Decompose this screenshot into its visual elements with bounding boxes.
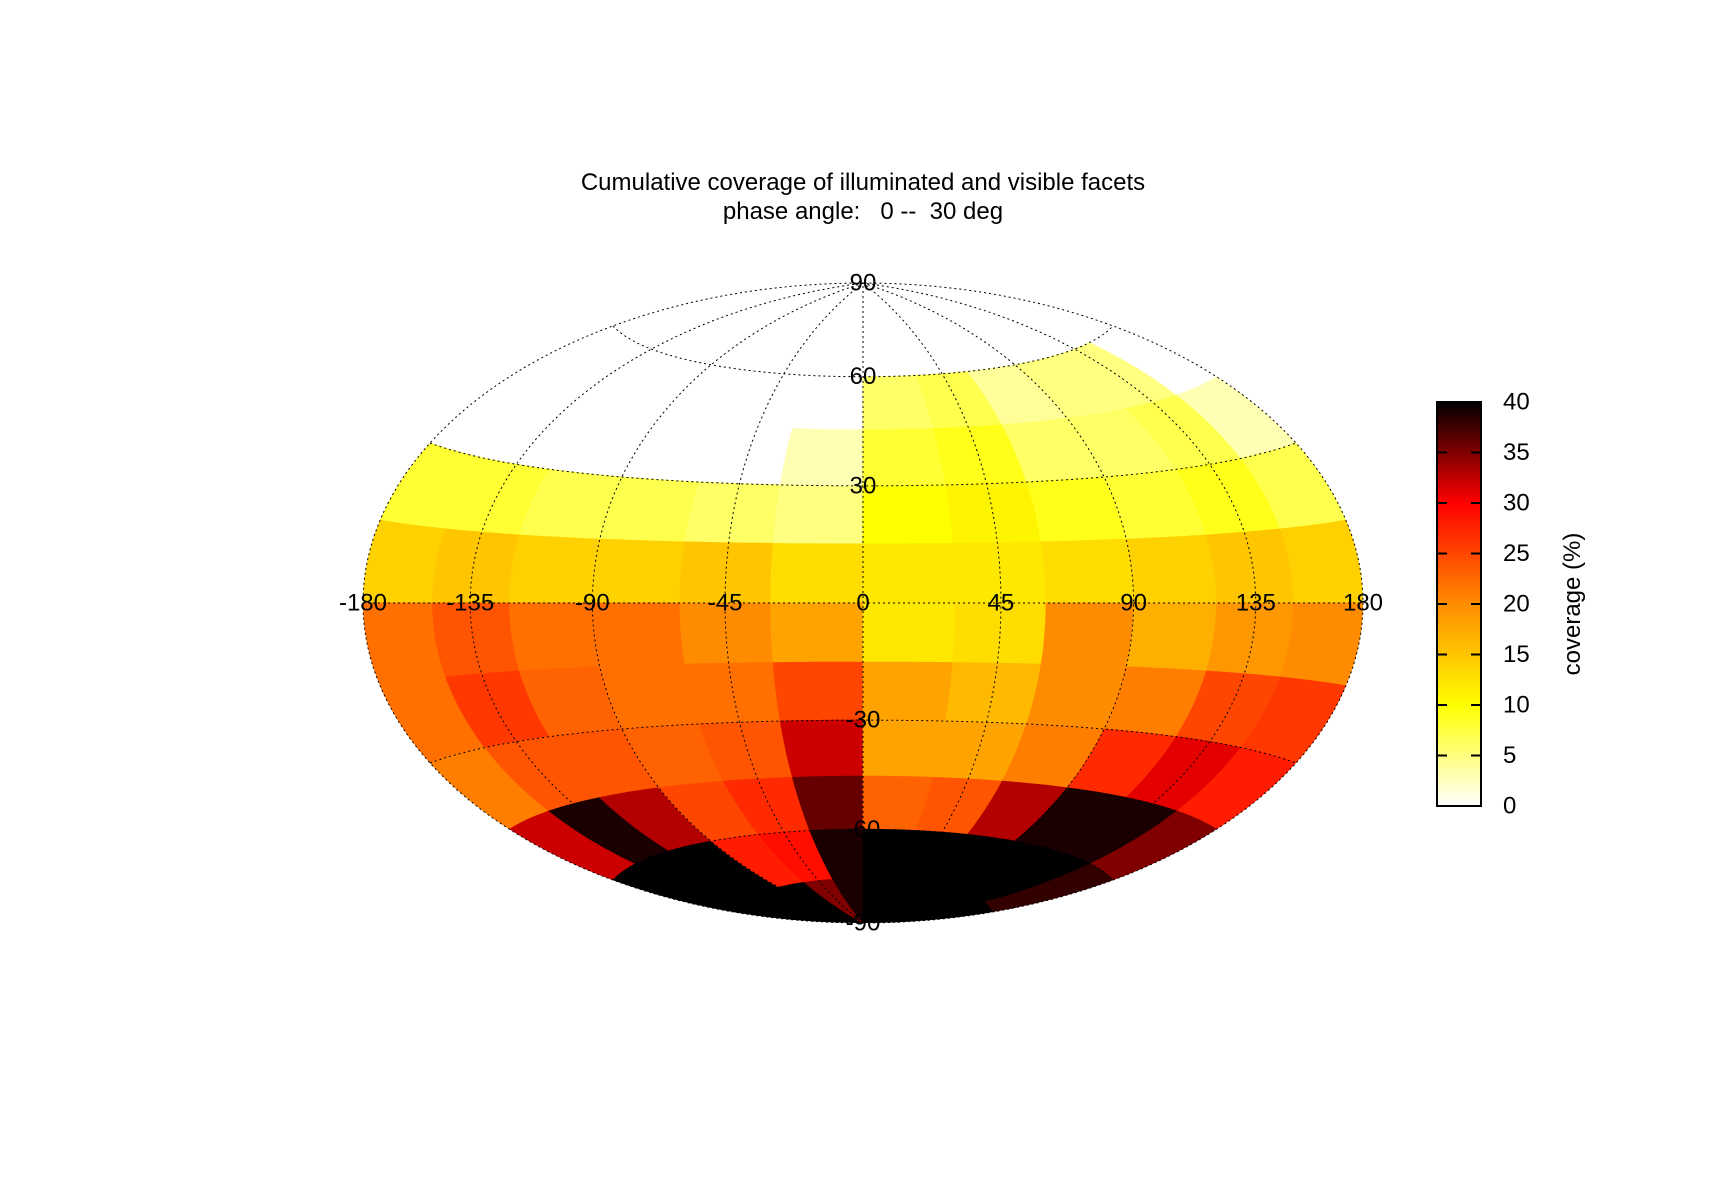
meridian-line [862,282,1002,924]
lat-tick-label: -60 [846,816,881,843]
lat-tick-label: 30 [850,472,877,499]
colorbar-tick-label: 20 [1503,591,1530,618]
coverage-cell [945,481,1042,544]
coverage-cell [684,481,781,544]
lon-tick-label: -135 [446,590,494,617]
meridian-line [469,282,864,924]
coverage-cell [945,662,1042,725]
chart-title: Cumulative coverage of illuminated and v… [581,169,1145,196]
coverage-cell [862,542,956,604]
coverage-map [363,283,1363,923]
colorbar-label: coverage (%) [1559,533,1586,676]
colorbar-tick-label: 5 [1503,742,1516,769]
colorbar-tick-label: 25 [1503,540,1530,567]
lon-tick-label: -45 [708,590,743,617]
lat-tick-label: 60 [850,363,877,390]
lat-tick-label: 90 [850,270,877,297]
parallel-line [429,442,1297,487]
graticule [362,282,1364,924]
coverage-cell [1279,519,1363,604]
meridian-line [862,282,1257,924]
colorbar-ticks: 0 5 10 15 20 25 30 35 40 [1437,389,1530,820]
colorbar-tick-label: 10 [1503,692,1530,719]
lon-tick-label: 0 [856,590,869,617]
coverage-cell [862,484,954,545]
meridian-line [862,282,1364,924]
lat-tick-label: -90 [846,910,881,937]
lon-tick-label: 45 [988,590,1015,617]
lat-tick-label: -30 [846,707,881,734]
colorbar: 0 5 10 15 20 25 30 35 40 coverage (%) [1436,389,1586,820]
lon-tick-label: -180 [339,590,387,617]
graticule-labels: -180 -135 -90 -45 0 45 90 135 180 90 60 30 -30 -60 -90 [339,270,1383,937]
colorbar-tick-label: 40 [1503,389,1530,416]
lon-tick-label: 90 [1120,590,1147,617]
coverage-cell [770,542,864,604]
colorbar-tick-label: 0 [1503,793,1516,820]
lon-tick-label: -90 [575,590,610,617]
coverage-cell [770,602,864,664]
parallel-line [612,828,1114,881]
coverage-cell [684,662,781,725]
colorbar-tick-label: 30 [1503,490,1530,517]
lon-tick-label: 180 [1343,590,1383,617]
coverage-cell [862,602,956,664]
chart-subtitle: phase angle: 0 -- 30 deg [723,198,1003,225]
lon-tick-label: 135 [1236,590,1276,617]
parallel-line [429,719,1297,764]
colorbar-tick-label: 35 [1503,439,1530,466]
colorbar-tick-label: 15 [1503,641,1530,668]
parallel-line [612,325,1114,378]
